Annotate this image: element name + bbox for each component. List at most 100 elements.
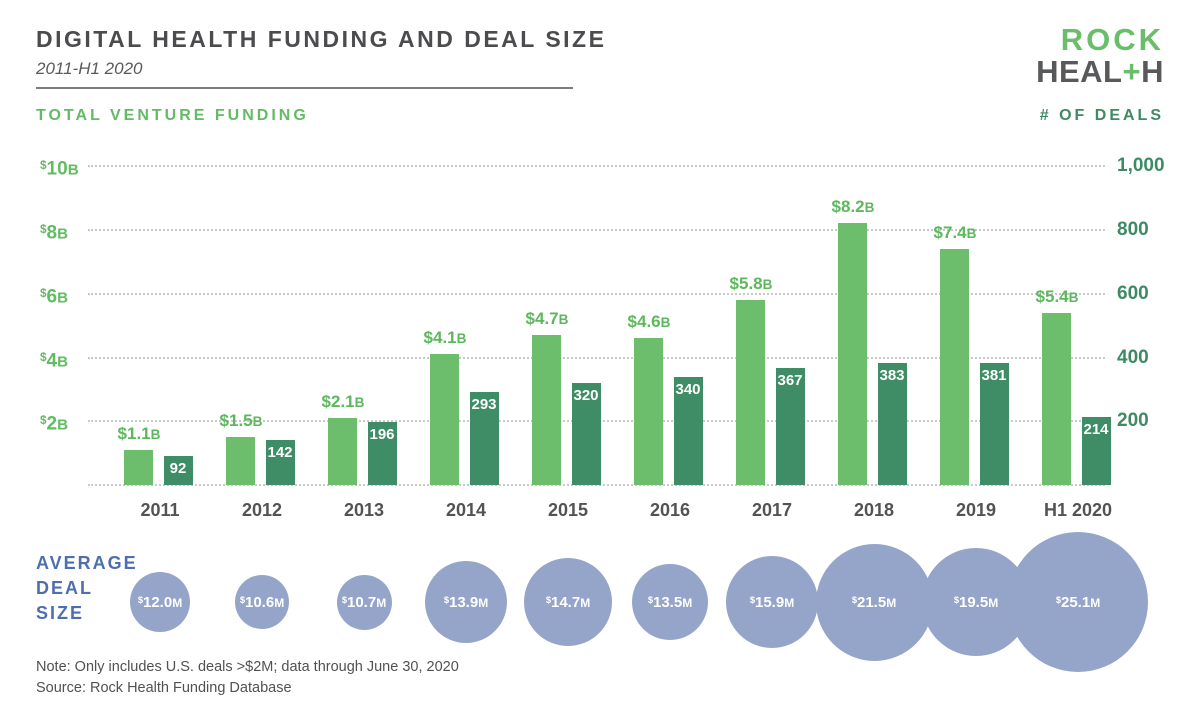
deal-size-bubble: $13.5M bbox=[632, 564, 708, 640]
logo-plus-icon: + bbox=[1122, 54, 1142, 89]
funding-value-label: $1.5B bbox=[219, 411, 263, 430]
deals-bar bbox=[368, 422, 397, 485]
left-axis-tick: $6B bbox=[40, 286, 69, 308]
deals-value-label: 383 bbox=[879, 367, 905, 384]
gridline bbox=[88, 165, 1105, 167]
funding-bar bbox=[226, 437, 255, 485]
deals-bar bbox=[572, 383, 601, 485]
year-label: 2015 bbox=[547, 500, 589, 520]
deals-bar bbox=[164, 456, 193, 485]
year-label: 2018 bbox=[853, 500, 895, 520]
left-axis-title: TOTAL VENTURE FUNDING bbox=[36, 107, 309, 124]
year-label: 2014 bbox=[445, 500, 487, 520]
rock-health-logo: ROCK HEAL+H bbox=[1036, 24, 1164, 88]
year-label: 2011 bbox=[140, 500, 180, 520]
funding-bar bbox=[124, 450, 153, 485]
right-axis-tick: 1,000 bbox=[1117, 155, 1165, 176]
page-title: DIGITAL HEALTH FUNDING AND DEAL SIZE bbox=[36, 26, 607, 52]
deals-value-label: 381 bbox=[981, 367, 1007, 384]
funding-value-label: $8.2B bbox=[831, 197, 875, 216]
funding-value-label: $5.4B bbox=[1035, 287, 1079, 306]
funding-bar bbox=[940, 249, 969, 485]
year-label: 2019 bbox=[955, 500, 997, 520]
funding-value-label: $1.1B bbox=[117, 424, 161, 443]
deals-bar bbox=[266, 440, 295, 485]
deal-size-bubble: $10.6M bbox=[235, 575, 289, 629]
bubble-value-label: $15.9M bbox=[749, 593, 795, 611]
deal-size-bubble: $10.7M bbox=[336, 574, 392, 630]
deal-size-bubble: $14.7M bbox=[524, 558, 612, 646]
left-axis-tick: $4B bbox=[40, 350, 69, 372]
gridline bbox=[88, 293, 1105, 295]
header-divider bbox=[36, 87, 573, 89]
deals-value-label: 320 bbox=[573, 387, 599, 404]
logo-rock-text: ROCK bbox=[1060, 22, 1164, 57]
avg-label-line: DEAL bbox=[36, 578, 93, 598]
logo-heal-text: HEAL bbox=[1036, 54, 1123, 89]
gridline bbox=[88, 229, 1105, 231]
bubble-value-label: $10.7M bbox=[341, 593, 387, 611]
deals-bar bbox=[1082, 417, 1111, 485]
funding-bar bbox=[1042, 313, 1071, 485]
bubble-value-label: $19.5M bbox=[953, 593, 999, 611]
deals-bar bbox=[980, 363, 1009, 485]
page-subtitle: 2011-H1 2020 bbox=[36, 59, 143, 78]
gridline bbox=[88, 484, 1105, 486]
funding-bar bbox=[430, 354, 459, 485]
funding-bar bbox=[838, 223, 867, 485]
deal-size-bubble: $15.9M bbox=[726, 556, 818, 648]
year-label: 2016 bbox=[649, 500, 691, 520]
right-axis-title: # OF DEALS bbox=[1039, 107, 1164, 124]
deals-value-label: 340 bbox=[675, 381, 701, 398]
deals-bar bbox=[878, 363, 907, 485]
funding-value-label: $2.1B bbox=[321, 392, 365, 411]
bubble-value-label: $13.5M bbox=[647, 593, 693, 611]
deals-value-label: 196 bbox=[369, 426, 395, 443]
deal-size-bubble: $12.0M bbox=[130, 572, 190, 632]
funding-value-label: $4.6B bbox=[627, 312, 671, 331]
year-label: 2017 bbox=[751, 500, 793, 520]
left-axis-tick: $2B bbox=[40, 413, 69, 435]
bubble-value-label: $25.1M bbox=[1055, 593, 1101, 611]
year-label: 2013 bbox=[343, 500, 385, 520]
avg-label-line: SIZE bbox=[36, 603, 85, 623]
deals-bar bbox=[470, 392, 499, 485]
funding-value-label: $4.7B bbox=[525, 309, 569, 328]
deals-bar bbox=[776, 368, 805, 485]
deals-value-label: 367 bbox=[777, 372, 803, 389]
right-axis-tick: 800 bbox=[1117, 219, 1149, 240]
deals-value-label: 142 bbox=[267, 444, 293, 461]
deals-value-label: 92 bbox=[169, 460, 187, 477]
logo-health-text: HEAL+H bbox=[1036, 56, 1164, 88]
deal-size-bubble: $25.1M bbox=[1008, 532, 1148, 672]
funding-value-label: $7.4B bbox=[933, 223, 977, 242]
bubble-value-label: $21.5M bbox=[851, 593, 897, 611]
deal-size-bubble: $21.5M bbox=[815, 543, 933, 661]
funding-bar bbox=[736, 300, 765, 485]
bubble-value-label: $13.9M bbox=[443, 593, 489, 611]
funding-value-label: $4.1B bbox=[423, 328, 467, 347]
funding-value-label: $5.8B bbox=[729, 274, 773, 293]
footnote: Note: Only includes U.S. deals >$2M; dat… bbox=[36, 659, 459, 675]
deals-value-label: 293 bbox=[471, 396, 497, 413]
avg-label-line: AVERAGE bbox=[36, 553, 138, 573]
deals-value-label: 214 bbox=[1083, 421, 1109, 438]
year-label: H1 2020 bbox=[1043, 500, 1113, 520]
bubble-value-label: $14.7M bbox=[545, 593, 591, 611]
logo-h-text: H bbox=[1141, 54, 1164, 89]
bubble-value-label: $12.0M bbox=[137, 593, 183, 611]
year-label: 2012 bbox=[241, 500, 283, 520]
right-axis-tick: 400 bbox=[1117, 347, 1149, 368]
right-axis-tick: 600 bbox=[1117, 283, 1149, 304]
gridline bbox=[88, 357, 1105, 359]
average-deal-size-label: AVERAGE DEAL SIZE bbox=[36, 551, 138, 626]
bubble-value-label: $10.6M bbox=[239, 593, 285, 611]
deals-bar bbox=[674, 377, 703, 485]
deal-size-bubble: $13.9M bbox=[425, 561, 507, 643]
funding-bar bbox=[634, 338, 663, 485]
right-axis-tick: 200 bbox=[1117, 410, 1149, 431]
left-axis-tick: $8B bbox=[40, 222, 69, 244]
